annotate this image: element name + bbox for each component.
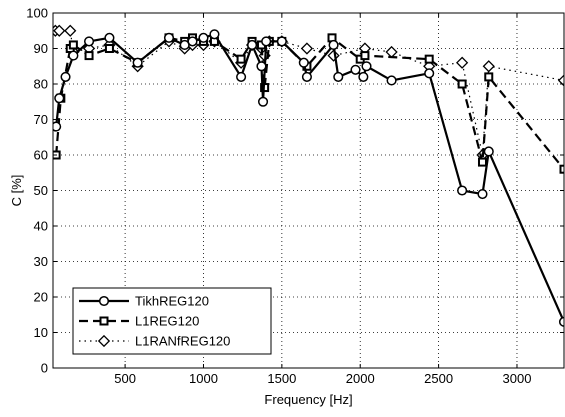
- series-tikhreg120-point: [257, 62, 266, 71]
- series-l1reg120-point: [106, 45, 113, 52]
- x-tick-label: 1500: [267, 371, 296, 386]
- series-l1reg120-point: [485, 73, 492, 80]
- series-tikhreg120-point: [458, 186, 467, 195]
- series-tikhreg120-point: [425, 69, 434, 78]
- series-tikhreg120-point: [303, 73, 312, 82]
- series-tikhreg120-point: [259, 97, 268, 106]
- legend: TikhREG120 L1REG120 L1RANfREG120: [73, 288, 271, 354]
- y-tick-label: 90: [34, 41, 48, 56]
- series-layer: [50, 26, 565, 327]
- legend-entry-tikhreg120-label: TikhREG120: [135, 294, 209, 309]
- x-tick-label: 2500: [424, 371, 453, 386]
- series-l1ranfreg120-point: [386, 47, 396, 57]
- series-tikhreg120-point: [237, 73, 246, 82]
- series-l1reg120-point: [86, 52, 93, 59]
- x-axis-label: Frequency [Hz]: [264, 392, 352, 407]
- legend-entry-l1reg120-label: L1REG120: [135, 314, 199, 329]
- x-tick-label: 2000: [346, 371, 375, 386]
- series-tikhreg120-point: [329, 41, 338, 50]
- series-l1ranfreg120-point: [302, 43, 312, 53]
- y-tick-label: 30: [34, 254, 48, 269]
- series-tikhreg120-point: [362, 62, 371, 71]
- series-tikhreg120-point: [248, 41, 257, 50]
- series-tikhreg120-point: [188, 37, 197, 46]
- y-tick-label: 20: [34, 290, 48, 305]
- series-l1reg120-point: [479, 159, 486, 166]
- legend-entry-tikhreg120-point: [100, 297, 109, 306]
- series-tikhreg120-point: [165, 34, 174, 43]
- series-tikhreg120-point: [105, 34, 114, 43]
- x-tick-label: 500: [114, 371, 136, 386]
- y-tick-label: 50: [34, 183, 48, 198]
- series-tikhreg120-point: [210, 30, 219, 39]
- series-tikhreg120-point: [278, 37, 287, 46]
- series-l1reg120-point: [459, 81, 466, 88]
- series-tikhreg120-point: [199, 34, 208, 43]
- y-tick-label: 100: [26, 6, 48, 21]
- series-tikhreg120-point: [55, 94, 64, 103]
- y-tick-label: 70: [34, 112, 48, 127]
- y-tick-label: 80: [34, 77, 48, 92]
- series-l1ranfreg120-point: [457, 58, 467, 68]
- series-tikhreg120-point: [351, 66, 360, 75]
- series-l1ranfreg120-point: [484, 61, 494, 71]
- series-tikhreg120-point: [359, 73, 368, 82]
- y-tick-label: 0: [41, 361, 48, 376]
- legend-entry-l1ranfreg120-label: L1RANfREG120: [135, 334, 230, 349]
- series-tikhreg120-point: [484, 147, 493, 156]
- series-tikhreg120-point: [387, 76, 396, 85]
- y-tick-label: 40: [34, 219, 48, 234]
- series-tikhreg120-point: [478, 190, 487, 199]
- x-tick-label: 1000: [189, 371, 218, 386]
- legend-entry-l1reg120-point: [101, 318, 108, 325]
- series-l1reg120-point: [70, 41, 77, 48]
- series-tikhreg120-point: [133, 58, 142, 67]
- series-l1reg120-point: [238, 56, 245, 63]
- y-tick-label: 60: [34, 148, 48, 163]
- series-tikhreg120-point: [299, 58, 308, 67]
- series-l1reg120-point: [426, 56, 433, 63]
- y-axis-label: C [%]: [9, 175, 24, 207]
- series-tikhreg120-point: [85, 37, 94, 46]
- series-tikhreg120-point: [69, 51, 78, 60]
- series-l1ranfreg120-point: [65, 26, 75, 36]
- series-tikhreg120-point: [334, 73, 343, 82]
- x-tick-label: 3000: [503, 371, 532, 386]
- series-l1reg120-point: [361, 52, 368, 59]
- series-tikhreg120-point: [262, 37, 271, 46]
- series-tikhreg120-point: [61, 73, 70, 82]
- y-tick-label: 10: [34, 325, 48, 340]
